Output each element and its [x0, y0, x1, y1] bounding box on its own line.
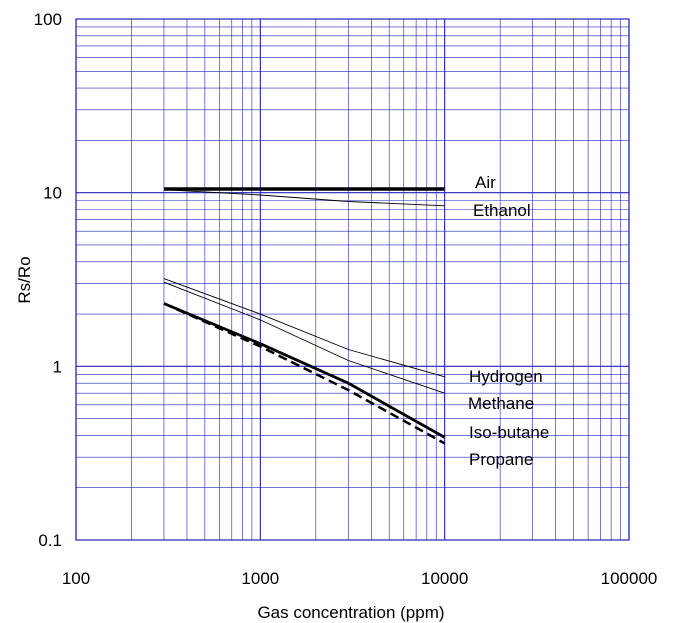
y-axis-label: Rs/Ro	[15, 256, 34, 303]
series-label-methane: Methane	[468, 394, 534, 413]
plot-frame	[75, 18, 630, 541]
series-label-propane: Propane	[469, 450, 533, 469]
series-label-hydrogen: Hydrogen	[469, 367, 543, 386]
series-labels: Air Ethanol Hydrogen Methane Iso-butane Propa…	[468, 173, 549, 469]
series-line-hydrogen	[163, 278, 445, 378]
x-tick-label: 1000	[241, 569, 279, 588]
series-label-air: Air	[475, 173, 496, 192]
grid	[75, 18, 630, 541]
y-tick-label: 1	[53, 357, 62, 376]
tick-labels: 100 1000 10000 100000 0.1 1 10 100	[34, 10, 658, 588]
x-axis-label: Gas concentration (ppm)	[257, 603, 444, 622]
series-label-iso-butane: Iso-butane	[469, 423, 549, 442]
series-label-ethanol: Ethanol	[473, 201, 531, 220]
y-tick-label: 10	[43, 184, 62, 203]
series-line-propane	[163, 302, 446, 445]
y-tick-label: 0.1	[38, 531, 62, 550]
y-tick-label: 100	[34, 10, 62, 29]
x-tick-label: 100000	[601, 569, 658, 588]
series-line-ethanol	[163, 189, 445, 207]
series-line-iso-butane	[163, 302, 446, 439]
series-lines	[163, 187, 446, 445]
series-line-methane	[163, 281, 445, 394]
x-tick-label: 100	[62, 569, 90, 588]
x-tick-label: 10000	[421, 569, 468, 588]
